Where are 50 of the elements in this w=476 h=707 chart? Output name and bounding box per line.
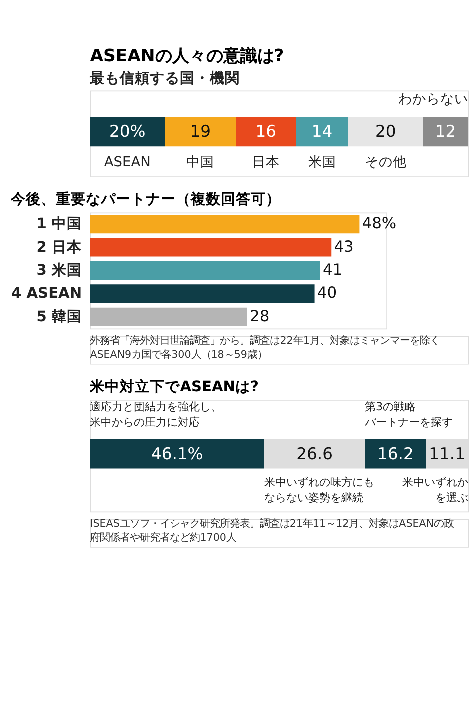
bar [90,308,248,326]
text: 外務省「海外対日世論調査」から。調査は22年1月、対象はミャンマーを除くASEAN9カ国で各300人（18～59歳） [90,335,440,361]
bar [90,284,315,304]
chart-title: 今後、重要なパートナー（複数回答可） [10,191,282,208]
bar [90,440,264,469]
series-label: 米中いずれかを選ぶ [402,476,468,504]
bar [423,117,468,147]
bar [236,117,296,147]
y-tick-label: 2 日本 [36,238,84,256]
data-label: 48% [362,214,397,233]
data-label: 40 [317,284,338,302]
bar [348,117,424,147]
bar [90,215,360,234]
data-label: 20% [110,122,146,142]
y-tick-label: 4 ASEAN [12,285,82,302]
bar [365,440,426,469]
data-label: 20 [376,122,396,142]
bar [264,440,366,469]
series-label: 中国 [186,154,215,170]
data-label: 41 [322,261,343,280]
series-label: わからない [398,92,468,108]
series-label: 米国 [308,154,336,170]
bar [90,117,166,147]
data-label: 43 [334,238,354,256]
data-label: 16 [256,122,277,142]
data-label: 11.1 [429,444,466,464]
data-label: 19 [190,122,212,142]
y-tick-label: 5 韓国 [36,308,82,326]
data-label: 16.2 [378,444,414,464]
chart-title: 米中対立下でASEANは? [89,377,259,396]
data-label: 14 [312,122,333,142]
series-label: 第3の戦略パートナーを探す [364,400,454,429]
bar [296,117,348,147]
chart-title: ASEANの人々の意識は? [90,46,284,67]
data-label: 12 [435,122,456,142]
text: ISEASユソフ・イシャク研究所発表。調査は21年11～12月、対象はASEANの政府関係者や研究者など約1700人 [90,518,454,544]
bar [90,238,332,257]
series-label: 米中いずれの味方にもならない姿勢を継続 [264,476,374,504]
series-label: 適応力と団結力を強化し、米中からの圧力に対応 [90,400,222,429]
data-label: 28 [250,307,270,326]
series-label: 日本 [252,154,280,170]
data-label: 26.6 [296,444,333,464]
y-tick-label: 3 米国 [36,262,82,280]
data-label: 46.1% [151,444,204,464]
bar [90,261,320,280]
bar [165,117,236,147]
series-label: ASEAN [104,154,151,170]
chart-subtitle: 最も信頼する国・機関 [89,70,240,87]
series-label: その他 [364,154,407,170]
y-tick-label: 1 中国 [36,216,82,233]
